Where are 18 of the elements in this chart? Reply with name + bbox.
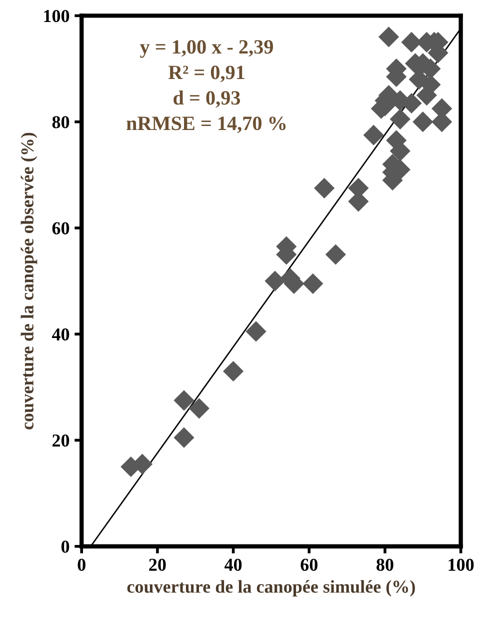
y-tick-label: 40 [52, 328, 70, 341]
x-tick-label: 60 [300, 558, 318, 571]
x-tick-label: 80 [376, 558, 394, 571]
annotation: y = 1,00 x - 2,39 [140, 40, 273, 58]
y-tick-label: 0 [61, 540, 70, 553]
x-tick-label: 100 [448, 558, 474, 571]
annotation: nRMSE = 14,70 % [126, 116, 286, 134]
y-tick-label: 80 [52, 116, 70, 128]
x-tick-label: 0 [78, 558, 86, 571]
annotation: d = 0,93 [174, 90, 240, 108]
y-tick-label: 20 [52, 434, 70, 447]
x-axis-title: couverture de la canopée simulée (%) [127, 580, 415, 596]
x-tick-label: 40 [224, 558, 242, 571]
annotation: R² = 0,91 [168, 66, 244, 82]
x-tick-label: 20 [149, 558, 166, 571]
y-tick-label: 100 [44, 10, 70, 22]
y-axis-title: couverture de la canopée observée (%) [20, 132, 38, 430]
y-tick-label: 60 [52, 222, 70, 234]
